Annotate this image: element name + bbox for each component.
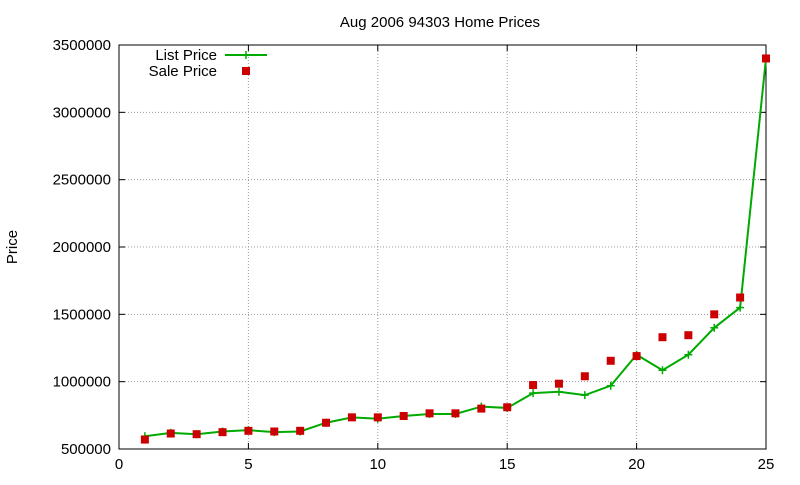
sale-price-point — [270, 427, 279, 436]
sale-price-point — [244, 426, 253, 435]
y-axis-label: Price — [4, 230, 21, 264]
sale-price-point — [580, 372, 589, 381]
x-tick-label: 15 — [499, 456, 516, 473]
y-tick-label: 1500000 — [53, 306, 111, 323]
y-tick-label: 3000000 — [53, 104, 111, 121]
gridlines — [119, 45, 766, 449]
y-tick-labels: 500000 1000000 1500000 2000000 2500000 300000… — [53, 37, 111, 458]
sale-price-point — [425, 409, 434, 418]
list-price-point — [684, 350, 693, 359]
sale-price-point — [296, 426, 305, 435]
sale-price-point — [218, 428, 227, 437]
list-price-point — [554, 387, 563, 396]
series-layer — [140, 54, 770, 444]
legend-label: Sale Price — [149, 63, 217, 80]
x-tick-labels: 0 5 10 15 20 25 — [115, 456, 775, 473]
sale-price-point — [192, 430, 201, 439]
list-price-point — [529, 389, 538, 398]
sale-price-point — [710, 310, 719, 319]
sale-price-point — [632, 352, 641, 361]
sale-price-point — [373, 413, 382, 422]
y-tick-label: 1000000 — [53, 374, 111, 391]
sale-price-point — [347, 413, 356, 422]
x-tick-label: 0 — [115, 456, 123, 473]
legend-label: List Price — [155, 47, 217, 64]
sale-price-point — [736, 293, 745, 302]
list-price-point — [580, 391, 589, 400]
sale-price-point — [166, 429, 175, 438]
list-price-point — [658, 366, 667, 375]
sale-price-point — [684, 331, 693, 340]
y-tick-label: 2000000 — [53, 239, 111, 256]
sale-price-point — [140, 435, 149, 444]
x-tick-label: 20 — [628, 456, 645, 473]
x-tick-label: 25 — [758, 456, 775, 473]
list-price-point — [736, 303, 745, 312]
list-price-point — [606, 381, 615, 390]
x-tick-label: 10 — [369, 456, 386, 473]
sale-price-point — [529, 381, 538, 390]
sale-price-point — [606, 356, 615, 365]
x-tick-label: 5 — [244, 456, 252, 473]
sale-price-point — [503, 403, 512, 412]
y-tick-label: 3500000 — [53, 37, 111, 54]
sale-price-point — [322, 418, 331, 427]
list-price-point — [710, 323, 719, 332]
chart-title: Aug 2006 94303 Home Prices — [340, 14, 540, 31]
sale-price-point — [399, 412, 408, 421]
legend-swatch-square — [242, 67, 250, 75]
y-tick-label: 500000 — [61, 441, 111, 458]
axes — [118, 44, 767, 450]
sale-price-point — [554, 379, 563, 388]
sale-price-point — [477, 404, 486, 413]
y-tick-label: 2500000 — [53, 172, 111, 189]
sale-price-point — [658, 333, 667, 342]
sale-price-point — [451, 409, 460, 418]
sale-price-point — [762, 54, 770, 63]
